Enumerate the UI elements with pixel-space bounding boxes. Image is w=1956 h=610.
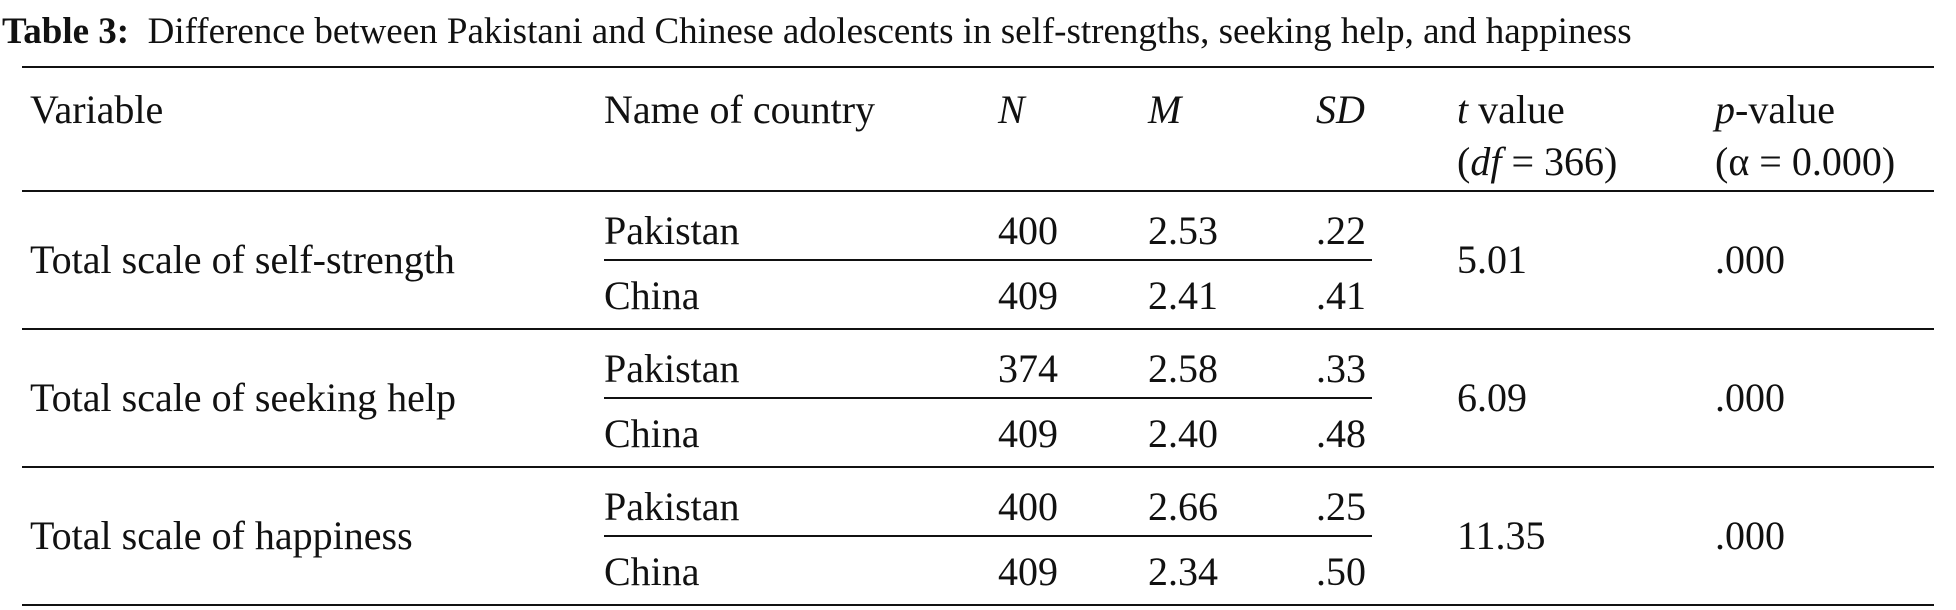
caption: Table 3: Difference between Pakistani an…: [2, 12, 1632, 52]
stat-value: 409: [998, 411, 1058, 456]
header-cell: M: [1148, 90, 1181, 130]
stat-value: 374: [998, 346, 1058, 391]
group-rule: [22, 466, 1934, 468]
header-text: (: [1457, 139, 1471, 184]
header-text: = 366): [1501, 139, 1618, 184]
header-text: value: [1468, 87, 1565, 132]
stat-value: .50: [1316, 549, 1366, 594]
country-name: China: [604, 549, 700, 594]
header-rule: [22, 190, 1934, 192]
country-name: China: [604, 411, 700, 456]
bottom-rule: [22, 604, 1934, 606]
stat-value: 409: [998, 549, 1058, 594]
variable-name: Total scale of self-strength: [30, 237, 455, 282]
country-name: China: [604, 273, 700, 318]
header-cell: (df = 366): [1457, 142, 1617, 182]
stat-value: .41: [1316, 273, 1366, 318]
stat-value: 2.41: [1148, 273, 1218, 318]
header-text: (α = 0.000): [1715, 139, 1896, 184]
stat-value: 2.34: [1148, 549, 1218, 594]
header-cell: SD: [1316, 90, 1365, 130]
header-text: SD: [1316, 87, 1365, 132]
header-cell: (α = 0.000): [1715, 142, 1895, 182]
header-cell: p-value: [1715, 90, 1835, 130]
stat-value: .33: [1316, 346, 1366, 391]
stat-value: 2.58: [1148, 346, 1218, 391]
header-text: M: [1148, 87, 1182, 132]
stat-value: 2.53: [1148, 208, 1218, 253]
stat-value: 409: [998, 273, 1058, 318]
stat-value: 2.66: [1148, 484, 1218, 529]
stat-value: 400: [998, 208, 1058, 253]
country-name: Pakistan: [604, 208, 740, 253]
row-divider: [604, 259, 1372, 261]
stat-value: .48: [1316, 411, 1366, 456]
header-text: df: [1470, 139, 1502, 184]
top-rule: [22, 66, 1934, 68]
row-divider: [604, 397, 1372, 399]
header-cell: t value: [1457, 90, 1565, 130]
p-value: .000: [1715, 237, 1785, 282]
header-text: p: [1715, 87, 1735, 132]
group-rule: [22, 328, 1934, 330]
stat-value: .22: [1316, 208, 1366, 253]
header-cell: N: [998, 90, 1025, 130]
variable-name: Total scale of seeking help: [30, 375, 456, 420]
country-name: Pakistan: [604, 484, 740, 529]
t-value: 5.01: [1457, 237, 1527, 282]
stat-value: 2.40: [1148, 411, 1218, 456]
p-value: .000: [1715, 513, 1785, 558]
header-text: N: [998, 87, 1025, 132]
stat-value: 400: [998, 484, 1058, 529]
header-text: Name of country: [604, 87, 876, 132]
t-value: 6.09: [1457, 375, 1527, 420]
variable-name: Total scale of happiness: [30, 513, 413, 558]
caption-label: Table 3:: [2, 11, 130, 52]
header-text: -value: [1735, 87, 1835, 132]
t-value: 11.35: [1457, 513, 1546, 558]
country-name: Pakistan: [604, 346, 740, 391]
header-text: t: [1457, 87, 1469, 132]
row-divider: [604, 535, 1372, 537]
stat-value: .25: [1316, 484, 1366, 529]
header-text: Variable: [30, 87, 164, 132]
p-value: .000: [1715, 375, 1785, 420]
header-cell: Variable: [30, 90, 163, 130]
header-cell: Name of country: [604, 90, 875, 130]
caption-text: Difference between Pakistani and Chinese…: [147, 11, 1632, 52]
